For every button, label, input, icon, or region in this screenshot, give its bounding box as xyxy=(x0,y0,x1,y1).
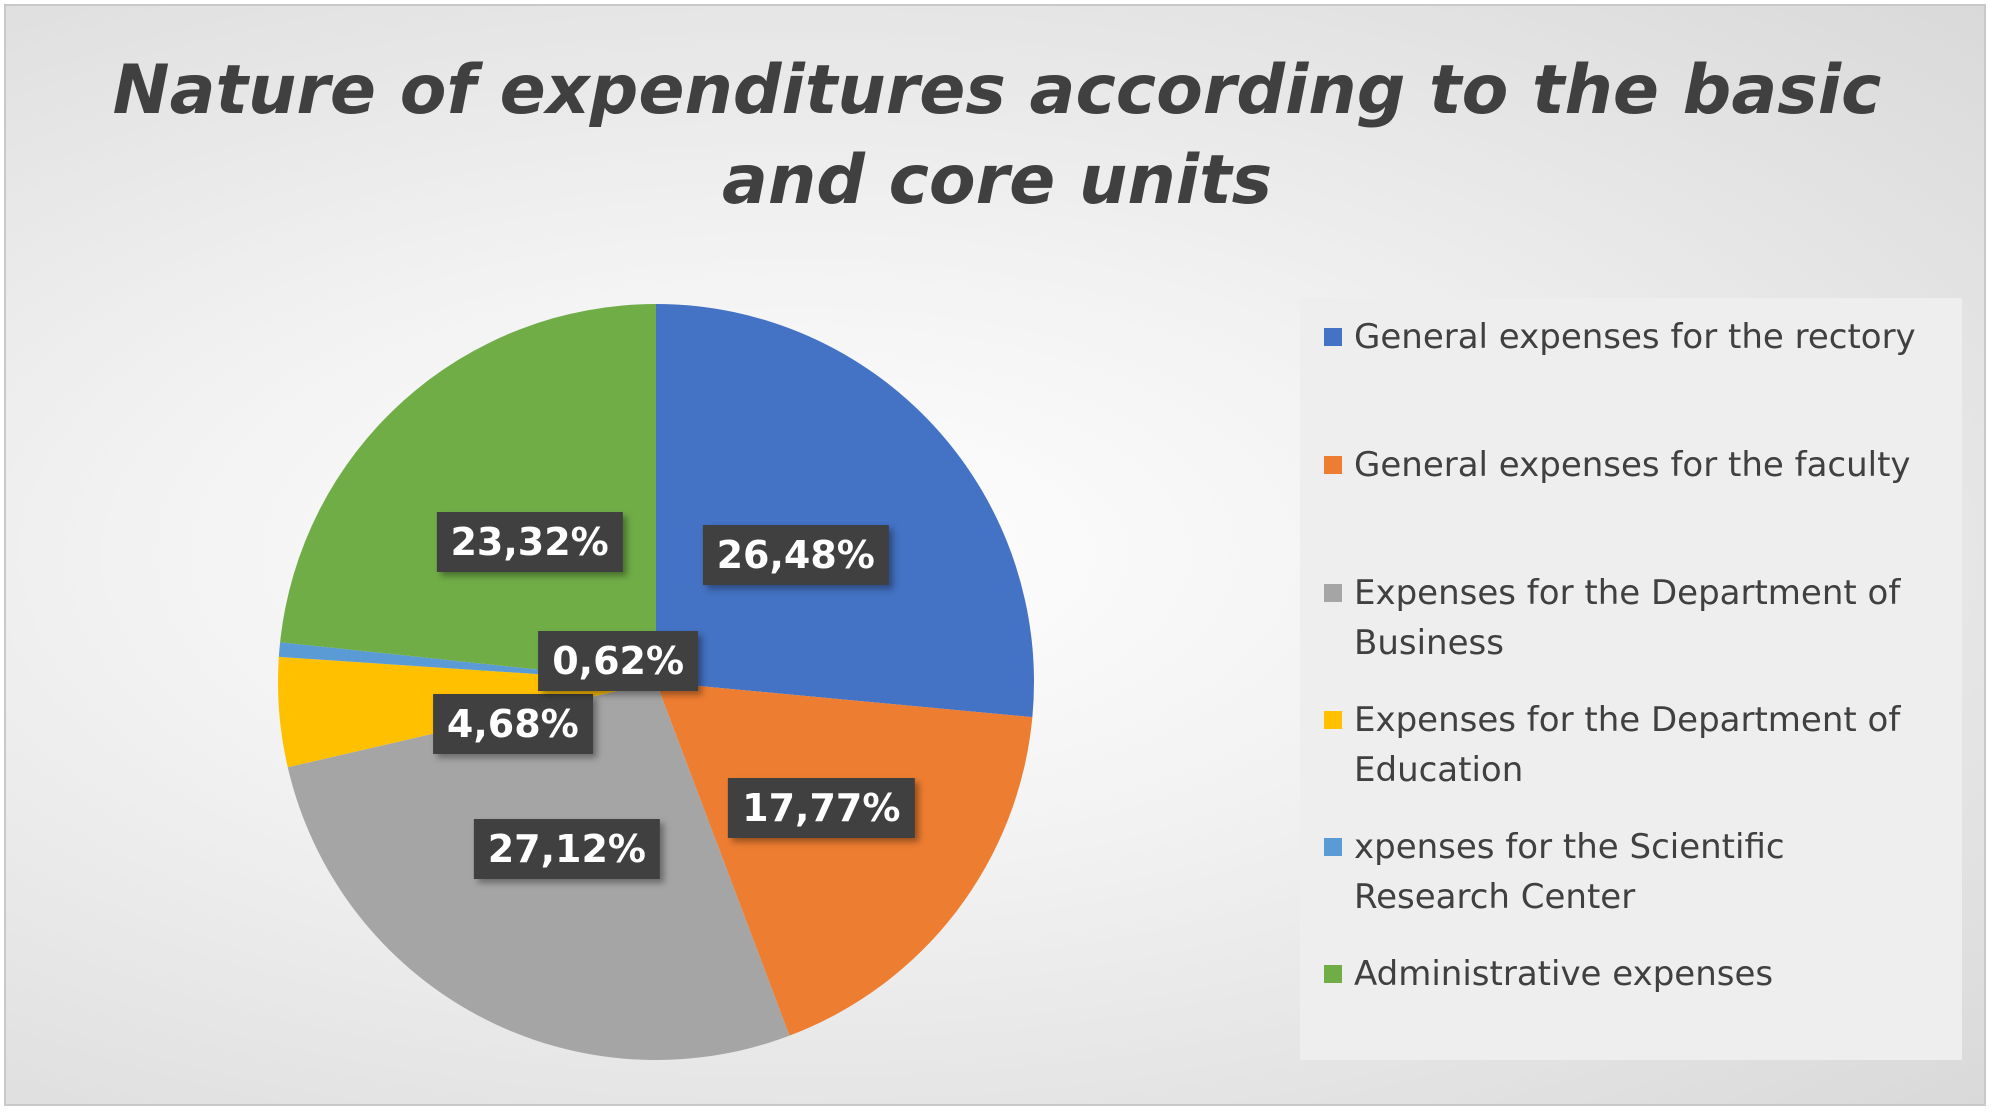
chart-title-line-2: and core units xyxy=(721,141,1273,220)
legend-swatch xyxy=(1324,838,1342,856)
legend-item-faculty: General expenses for the faculty xyxy=(1324,440,1944,490)
legend-item-business: Expenses for the Department of Business xyxy=(1324,568,1944,668)
legend-swatch xyxy=(1324,456,1342,474)
legend-label: Administrative expenses xyxy=(1354,954,1774,994)
legend-item-administrative: Administrative expenses xyxy=(1324,949,1944,999)
data-label: 0,62% xyxy=(538,630,699,691)
data-label: 4,68% xyxy=(432,693,593,754)
legend-label: xpenses for the Scientific Research Cent… xyxy=(1354,827,1785,917)
legend: General expenses for the rectory General… xyxy=(1300,298,1962,1060)
legend-swatch xyxy=(1324,584,1342,602)
legend-item-rectory: General expenses for the rectory xyxy=(1324,312,1944,362)
chart-title: Nature of expenditures according to the … xyxy=(6,46,1984,226)
pie-slice xyxy=(656,682,1033,1036)
chart-title-line-1: Nature of expenditures according to the … xyxy=(112,51,1882,130)
legend-item-research: xpenses for the Scientific Research Cent… xyxy=(1324,822,1944,922)
chart-frame: Nature of expenditures according to the … xyxy=(4,4,1986,1106)
legend-label: General expenses for the faculty xyxy=(1354,445,1911,485)
legend-swatch xyxy=(1324,711,1342,729)
data-label: 17,77% xyxy=(728,778,915,839)
legend-label: Expenses for the Department of Business xyxy=(1354,573,1901,663)
pie-slice xyxy=(280,304,656,682)
data-label: 26,48% xyxy=(702,524,889,585)
legend-label: General expenses for the rectory xyxy=(1354,317,1916,357)
legend-label: Expenses for the Department of Education xyxy=(1354,700,1901,790)
legend-item-education: Expenses for the Department of Education xyxy=(1324,695,1944,795)
legend-swatch xyxy=(1324,328,1342,346)
legend-swatch xyxy=(1324,965,1342,983)
data-label: 27,12% xyxy=(473,818,660,879)
pie-slice xyxy=(656,304,1034,718)
data-label: 23,32% xyxy=(436,511,623,572)
